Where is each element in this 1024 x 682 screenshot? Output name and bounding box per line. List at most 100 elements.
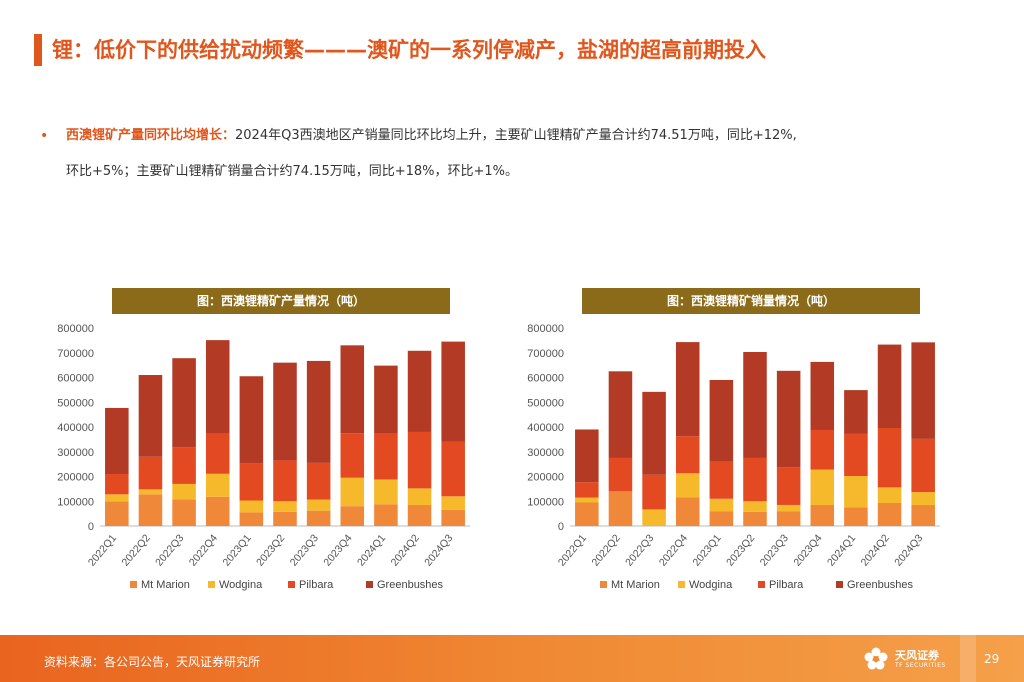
bar-segment-wodgina (844, 476, 868, 508)
y-tick-label: 700000 (57, 348, 94, 360)
y-tick-label: 100000 (57, 496, 94, 508)
bar-segment-mt-marion (172, 499, 196, 526)
bar-segment-pilbara (911, 438, 935, 493)
bar-segment-wodgina (138, 489, 163, 495)
bar-segment-greenbushes (407, 350, 432, 432)
x-tick-label: 2024Q2 (389, 532, 422, 568)
x-tick-label: 2022Q2 (590, 532, 623, 568)
bar-segment-mt-marion (743, 511, 767, 526)
bar-segment-mt-marion (205, 496, 230, 526)
x-tick-label: 2023Q2 (724, 532, 757, 568)
y-tick-label: 100000 (527, 496, 564, 508)
bar-segment-mt-marion (844, 507, 868, 526)
x-tick-label: 2024Q1 (355, 532, 388, 568)
bar-segment-pilbara (273, 460, 297, 502)
legend-label: Greenbushes (847, 579, 914, 591)
bar-segment-mt-marion (575, 502, 599, 526)
bar-segment-wodgina (273, 501, 297, 512)
bar-segment-wodgina (441, 496, 465, 510)
bar-segment-greenbushes (642, 391, 666, 475)
bar-segment-pilbara (239, 463, 264, 501)
x-tick-label: 2022Q1 (556, 532, 589, 568)
legend-swatch (288, 581, 295, 588)
bar-segment-pilbara (810, 429, 835, 470)
bar-segment-wodgina (172, 483, 196, 500)
bar-segment-pilbara (575, 482, 599, 498)
production-chart: 0 100000 200000 300000 400000 500000 600000 700… (57, 323, 470, 591)
bar-segment-wodgina (911, 492, 935, 505)
footer-source: 资料来源：各公司公告，天风证券研究所 (44, 655, 261, 669)
bar-segment-pilbara (340, 433, 365, 478)
legend-label: Pilbara (769, 579, 804, 591)
bar-segment-wodgina (776, 504, 801, 512)
brand-logo-icon (864, 647, 888, 670)
bar-segment-wodgina (374, 479, 398, 505)
bar-segment-greenbushes (877, 344, 902, 428)
bar-segment-mt-marion (306, 510, 331, 526)
bar-segment-mt-marion (273, 511, 297, 526)
y-tick-label: 800000 (527, 323, 564, 335)
bar-segment-pilbara (642, 474, 666, 510)
bar-segment-mt-marion (675, 497, 700, 526)
legend-swatch (836, 581, 843, 588)
y-tick-label: 0 (558, 521, 564, 533)
footer-brand: 天风证券 (895, 649, 939, 662)
legend-swatch (678, 581, 685, 588)
bar-segment-mt-marion (138, 494, 163, 526)
x-tick-label: 2024Q2 (859, 532, 892, 568)
bar-segment-mt-marion (608, 491, 633, 526)
y-tick-label: 400000 (527, 422, 564, 434)
bar-segment-greenbushes (205, 340, 230, 434)
bar-segment-mt-marion (709, 511, 734, 526)
footer-brand-sub: TF SECURITIES (895, 662, 946, 669)
bar-segment-mt-marion (374, 504, 398, 526)
y-tick-label: 400000 (57, 422, 94, 434)
y-tick-label: 500000 (57, 397, 94, 409)
y-tick-label: 300000 (57, 447, 94, 459)
bar-segment-greenbushes (911, 342, 935, 439)
x-tick-label: 2023Q4 (321, 532, 354, 568)
x-tick-label: 2022Q1 (86, 532, 119, 568)
bar-segment-wodgina (407, 488, 432, 505)
legend-label: Greenbushes (377, 579, 444, 591)
bar-segment-mt-marion (239, 512, 264, 526)
bullet-dot-icon: • (40, 128, 49, 144)
x-tick-label: 2022Q2 (120, 532, 153, 568)
bar-segment-wodgina (340, 477, 365, 507)
bar-segment-mt-marion (105, 501, 129, 526)
legend-swatch (130, 581, 137, 588)
x-tick-label: 2022Q3 (623, 532, 656, 568)
bar-segment-mt-marion (340, 506, 365, 526)
bar-segment-mt-marion (441, 509, 465, 526)
bar-segment-pilbara (675, 436, 700, 474)
bar-segment-greenbushes (743, 352, 767, 458)
bar-segment-greenbushes (172, 358, 196, 448)
x-tick-label: 2023Q4 (791, 532, 824, 568)
y-tick-label: 200000 (57, 472, 94, 484)
legend-label: Mt Marion (141, 579, 190, 591)
bar-segment-mt-marion (407, 504, 432, 526)
sales-chart: 0 100000 200000 300000 400000 500000 600000 700… (527, 323, 940, 591)
legend-swatch (366, 581, 373, 588)
y-tick-label: 800000 (57, 323, 94, 335)
bullet-line-2: 环比+5%；主要矿山锂精矿销量合计约74.15万吨，同比+18%，环比+1%。 (66, 164, 519, 179)
x-tick-label: 2023Q3 (288, 532, 321, 568)
chart-title-production: 图：西澳锂精矿产量情况（吨） (112, 288, 450, 314)
x-tick-label: 2023Q1 (220, 532, 253, 568)
chart-title-sales: 图：西澳锂精矿销量情况（吨） (582, 288, 920, 314)
bar-segment-wodgina (709, 498, 734, 512)
bar-segment-pilbara (877, 427, 902, 488)
bullet-text: 西澳锂矿产量同环比均增长：2024年Q3西澳地区产销量同比环比均上升，主要矿山锂… (66, 118, 978, 190)
bar-segment-wodgina (642, 509, 666, 526)
y-tick-label: 600000 (527, 373, 564, 385)
bar-segment-pilbara (105, 474, 129, 495)
bar-segment-wodgina (306, 499, 331, 511)
bullet-line-1: 2024年Q3西澳地区产销量同比环比均上升，主要矿山锂精矿产量合计约74.51万… (235, 128, 797, 143)
bar-segment-pilbara (205, 433, 230, 474)
y-tick-label: 700000 (527, 348, 564, 360)
bullet-head: 西澳锂矿产量同环比均增长： (66, 128, 236, 143)
title-accent-bar (34, 34, 42, 66)
bar-segment-wodgina (575, 497, 599, 503)
legend-swatch (208, 581, 215, 588)
bar-segment-wodgina (877, 487, 902, 503)
